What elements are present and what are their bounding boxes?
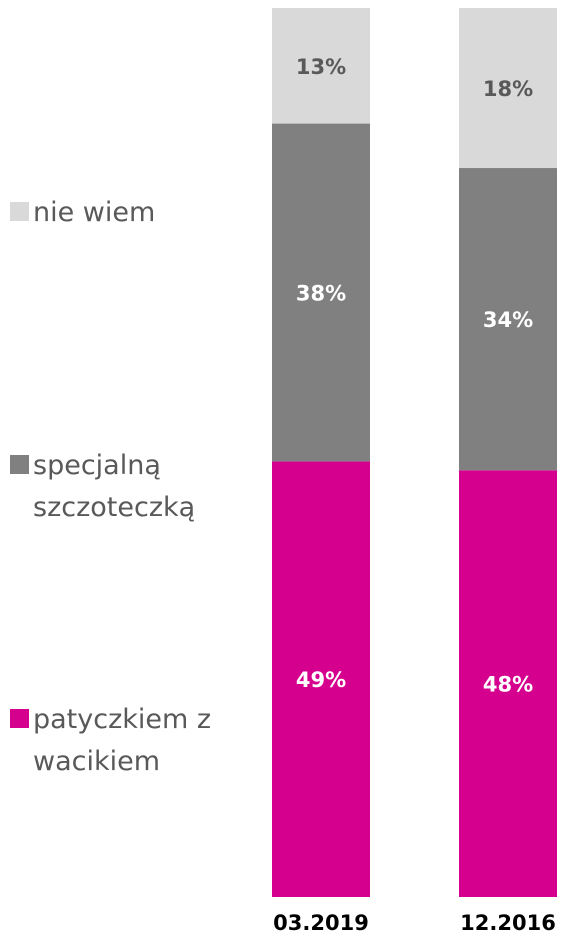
legend-swatch (10, 202, 29, 221)
legend-item: nie wiem (10, 192, 240, 234)
bar-segment (272, 8, 370, 124)
legend-label: nie wiem (33, 197, 156, 228)
legend-item: specjalną szczoteczką (10, 445, 240, 529)
bar-segment (459, 470, 557, 897)
legend-item: patyczkiem z wacikiem (10, 699, 240, 783)
legend-label: specjalną szczoteczką (33, 450, 196, 523)
x-tick-label: 12.2016 (460, 911, 556, 935)
legend-swatch (10, 455, 29, 474)
bar-segment (459, 168, 557, 471)
bar-segment (272, 461, 370, 897)
data-label: 34% (483, 308, 533, 332)
data-label: 49% (296, 668, 346, 692)
data-label: 48% (483, 673, 533, 697)
data-label: 13% (296, 55, 346, 79)
legend-swatch (10, 709, 29, 728)
x-tick-label: 03.2019 (273, 911, 369, 935)
data-label: 18% (483, 77, 533, 101)
legend-label: patyczkiem z wacikiem (33, 704, 212, 777)
bar-segment (272, 123, 370, 462)
bar-segment (459, 8, 557, 169)
data-label: 38% (296, 281, 346, 305)
